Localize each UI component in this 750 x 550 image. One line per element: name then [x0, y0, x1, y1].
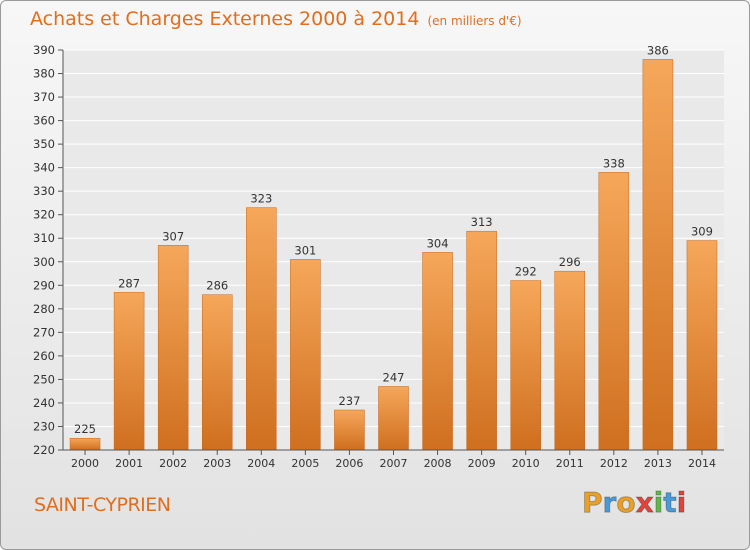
x-tick-label: 2011 [556, 457, 584, 470]
data-label-2004: 323 [250, 192, 272, 206]
data-label-2011: 296 [559, 255, 581, 269]
bar-2010 [510, 280, 541, 451]
axes: 220 230 240 250 260 270 280 290 300 310 320 330 340 3… [33, 43, 724, 470]
y-tick-label: 300 [33, 255, 55, 269]
x-tick-label: 2013 [644, 457, 672, 470]
bar-2000 [69, 437, 101, 451]
bar-2002 [157, 245, 189, 451]
bar-2014 [686, 240, 718, 451]
y-tick-label: 330 [33, 184, 55, 198]
logo-letter: P [582, 486, 604, 520]
bar-2011 [554, 270, 586, 451]
town-name: SAINT-CYPRIEN [34, 494, 171, 516]
bar-2003 [201, 294, 233, 451]
x-tick-label: 2009 [468, 457, 496, 470]
data-label-2012: 338 [603, 156, 625, 170]
y-tick-label: 240 [33, 396, 55, 410]
y-tick-label: 390 [33, 43, 55, 57]
x-tick-label: 2001 [115, 457, 143, 470]
x-tick-label: 2003 [203, 457, 231, 470]
logo-letter: r [602, 486, 617, 520]
y-tick-label: 380 [33, 67, 55, 81]
x-tick-label: 2012 [600, 457, 628, 470]
data-label-2007: 247 [383, 370, 405, 384]
data-label-2005: 301 [294, 243, 316, 257]
y-tick-label: 290 [33, 278, 55, 292]
title-unit: (en milliers d'€) [427, 14, 522, 28]
data-labels: 225 287 307 286 323 301 237 247 304 313 292 296 338 3… [74, 43, 713, 436]
x-tick-label: 2008 [424, 457, 452, 470]
logo-letter: x [635, 486, 654, 520]
y-tick-label: 280 [33, 302, 55, 316]
data-label-2010: 292 [515, 265, 537, 279]
y-tick-label: 350 [33, 137, 55, 151]
y-tick-label: 360 [33, 114, 55, 128]
data-label-2013: 386 [647, 43, 669, 57]
bar-2004 [246, 207, 277, 451]
bar-2006 [334, 409, 365, 451]
y-tick-label: 320 [33, 208, 55, 222]
x-tick-label: 2000 [71, 457, 99, 470]
bar-2005 [290, 259, 321, 451]
bars [69, 59, 718, 451]
data-label-2002: 307 [162, 229, 184, 243]
x-tick-label: 2010 [512, 457, 540, 470]
x-tick-label: 2007 [380, 457, 408, 470]
logo-letter: i [676, 486, 687, 520]
x-tick-label: 2004 [247, 457, 275, 470]
y-tick-label: 310 [33, 231, 55, 245]
data-label-2008: 304 [427, 236, 449, 250]
data-label-2014: 309 [691, 225, 713, 239]
proxiti-logo[interactable]: Proxiti [582, 486, 687, 520]
y-tick-label: 340 [33, 161, 55, 175]
x-tick-label: 2014 [688, 457, 716, 470]
bar-2012 [598, 172, 630, 451]
y-tick-label: 220 [33, 443, 55, 457]
bar-2013 [642, 59, 674, 451]
y-tick-label: 250 [33, 372, 55, 386]
title-text: Achats et Charges Externes 2000 à 2014 [30, 8, 420, 30]
bar-2001 [113, 292, 145, 451]
chart-title: Achats et Charges Externes 2000 à 2014 (e… [30, 8, 522, 30]
data-label-2000: 225 [74, 422, 96, 436]
y-tick-label: 270 [33, 325, 55, 339]
y-tick-label: 230 [33, 419, 55, 433]
bar-2008 [422, 252, 453, 451]
x-tick-label: 2005 [291, 457, 319, 470]
data-label-2003: 286 [206, 279, 228, 293]
x-tick-label: 2006 [335, 457, 363, 470]
x-tick-label: 2002 [159, 457, 187, 470]
bar-2007 [378, 386, 409, 451]
logo-letter: i [653, 486, 664, 520]
data-label-2009: 313 [471, 215, 493, 229]
bar-2009 [466, 230, 497, 451]
logo-letter: t [663, 486, 677, 520]
data-label-2006: 237 [338, 394, 360, 408]
y-tick-label: 370 [33, 90, 55, 104]
y-tick-label: 260 [33, 349, 55, 363]
logo-letter: o [616, 486, 636, 520]
data-label-2001: 287 [118, 276, 140, 290]
